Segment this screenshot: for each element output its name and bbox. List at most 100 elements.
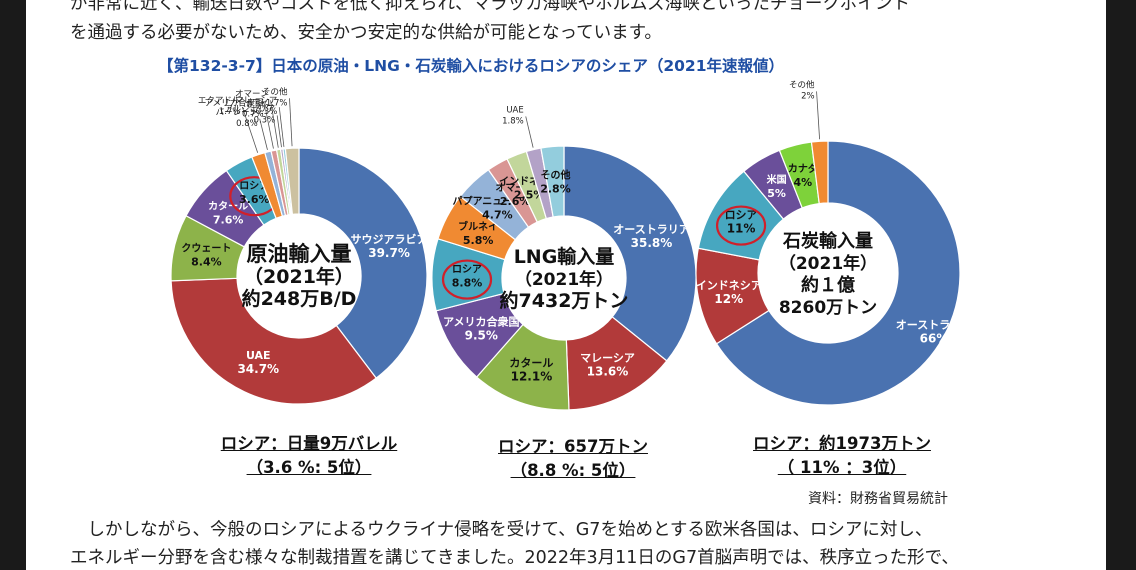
caption-line: ロシア：日量9万バレル <box>220 434 398 453</box>
slice-label: その他 <box>789 79 815 90</box>
slice-value: 1.8% <box>502 116 524 126</box>
slice-value: 35.8% <box>631 236 673 250</box>
center-label: 約１億 <box>801 274 855 296</box>
leader-line <box>289 98 293 147</box>
center-label: 原油輸入量 <box>247 242 352 266</box>
slice-label: マレーシア <box>580 352 635 365</box>
center-label: （2021年） <box>244 265 354 288</box>
slice-label: カタール <box>509 356 553 369</box>
slice-label: その他 <box>540 168 570 181</box>
donut-charts: サウジアラビア39.7%UAE34.7%クウェート8.4%カタール7.6%ロシア… <box>170 79 972 411</box>
leader-line <box>259 118 268 150</box>
body-text-line: を通過する必要がないため、安全かつ安定的な供給が可能となっています。 <box>70 23 662 43</box>
slice-label: オーストラリア <box>613 223 689 236</box>
body-text-line: しかしながら、今般のロシアによるウクライナ侵略を受けて、G7を始めとする欧米各国… <box>70 520 933 540</box>
leader-line <box>278 107 285 147</box>
leader-line <box>276 115 282 148</box>
slice-label: アルジェリア <box>224 104 275 114</box>
crude-russia-caption: ロシア：日量9万バレル （3.6 %: 5位） <box>204 432 414 480</box>
slice-label: アメリカ合衆国 <box>443 315 519 329</box>
slice-value: 0.3% <box>254 115 276 125</box>
caption-line: ロシア：657万トン <box>498 437 648 456</box>
slice-value: 0.8% <box>236 119 258 129</box>
slice-label: UAE <box>506 105 523 115</box>
slice-value: 0.5% <box>247 100 269 110</box>
slice-value: 2.5% <box>514 188 545 201</box>
source-note: 資料：財務省貿易統計 <box>808 491 948 507</box>
slice-label: アメリカ合衆国 <box>204 97 263 108</box>
slice-value: 9.5% <box>465 329 498 343</box>
slice-value: 8.4% <box>191 256 222 269</box>
slice-value: 4% <box>794 176 813 189</box>
slice-オーストラリア <box>563 145 697 362</box>
slice-label: クウェート <box>181 243 231 255</box>
center-label: 石炭輸入量 <box>782 230 873 252</box>
lng-russia-caption: ロシア：657万トン （8.8 %: 5位） <box>478 435 668 483</box>
caption-line: ロシア：約1973万トン <box>753 434 931 453</box>
slice-value: 34.7% <box>237 362 279 376</box>
slice-UAE <box>170 277 378 405</box>
slice-value: 2.6% <box>500 195 531 208</box>
slice-label: オーストラリア <box>896 318 972 331</box>
slice-value: 4.7% <box>482 208 513 221</box>
slice-value: 0.7% <box>242 109 264 119</box>
slice-その他 <box>810 140 829 205</box>
center-label: 約7432万トン <box>500 289 629 312</box>
slice-label: サウジアラビア <box>351 232 428 246</box>
slice-label: カナダ <box>788 162 818 175</box>
figure-title: 【第132-3-7】日本の原油・LNG・石炭輸入におけるロシアのシェア（2021… <box>158 57 785 75</box>
leader-line <box>265 109 274 149</box>
slice-label: インドネシア <box>696 279 762 292</box>
slice-label: その他 <box>262 86 288 97</box>
slice-label: ブルネイ <box>458 220 498 233</box>
center-label: 約248万B/D <box>242 287 357 310</box>
slice-value: 13.6% <box>587 365 629 379</box>
slice-label: バーレーン <box>216 108 258 118</box>
slice-その他 <box>540 145 565 218</box>
slice-label: 米国 <box>767 173 787 186</box>
leader-line <box>525 116 534 148</box>
center-label: LNG輸入量 <box>514 245 615 268</box>
leader-line <box>270 100 279 148</box>
slice-value: 39.7% <box>368 246 410 260</box>
slice-value: 8.8% <box>452 277 483 290</box>
caption-line: （8.8 %: 5位） <box>510 461 636 480</box>
body-text-line: エネルギー分野を含む様々な制裁措置を講じてきました。2022年3月11日のG7首… <box>70 548 959 568</box>
slice-label: UAE <box>246 349 271 362</box>
report-page: が非常に近く、輸送日数やコストを低く抑えられ、マラッカ海峡やホルムズ海峡といった… <box>26 0 1106 570</box>
slice-value: 2% <box>801 91 815 101</box>
slice-value: 5% <box>767 187 786 200</box>
russia-highlight-circle <box>715 205 767 246</box>
caption-line: （3.6 %: 5位） <box>246 458 372 477</box>
leader-line <box>242 107 259 153</box>
slice-その他 <box>284 147 300 216</box>
slice-value: 12% <box>714 292 743 306</box>
coal-russia-caption: ロシア：約1973万トン （ 11% ：3位） <box>732 432 952 480</box>
center-label: （2021年） <box>779 253 877 274</box>
slice-value: 3.6% <box>239 193 270 206</box>
slice-label: ロシア <box>452 264 482 276</box>
center-label: （2021年） <box>515 269 613 290</box>
caption-line: （ 11% ：3位） <box>777 458 907 477</box>
slice-label: オマーン <box>235 89 269 99</box>
slice-value: 5.8% <box>463 234 494 247</box>
slice-value: 1.7% <box>219 107 241 117</box>
body-text-line: が非常に近く、輸送日数やコストを低く抑えられ、マラッカ海峡やホルムズ海峡といった… <box>70 0 910 14</box>
center-label: 8260万トン <box>779 298 877 318</box>
slice-value: 11% <box>727 222 756 236</box>
slice-value: 1.7% <box>266 98 288 108</box>
slice-value: 66% <box>920 331 949 345</box>
slice-value: 2.8% <box>540 182 571 195</box>
slice-サウジアラビア <box>298 147 428 379</box>
slice-label: エクアドル <box>198 96 241 106</box>
russia-highlight-circle <box>441 259 493 300</box>
donut-chart-0: サウジアラビア39.7%UAE34.7%クウェート8.4%カタール7.6%ロシア… <box>170 86 428 405</box>
donut-hole <box>759 204 897 342</box>
slice-value: 12.1% <box>511 369 553 383</box>
leader-line <box>816 91 820 140</box>
slice-value: 0.3% <box>256 107 278 117</box>
slice-label: ロシア <box>725 209 758 222</box>
slice-label: マレーシア <box>235 96 277 106</box>
